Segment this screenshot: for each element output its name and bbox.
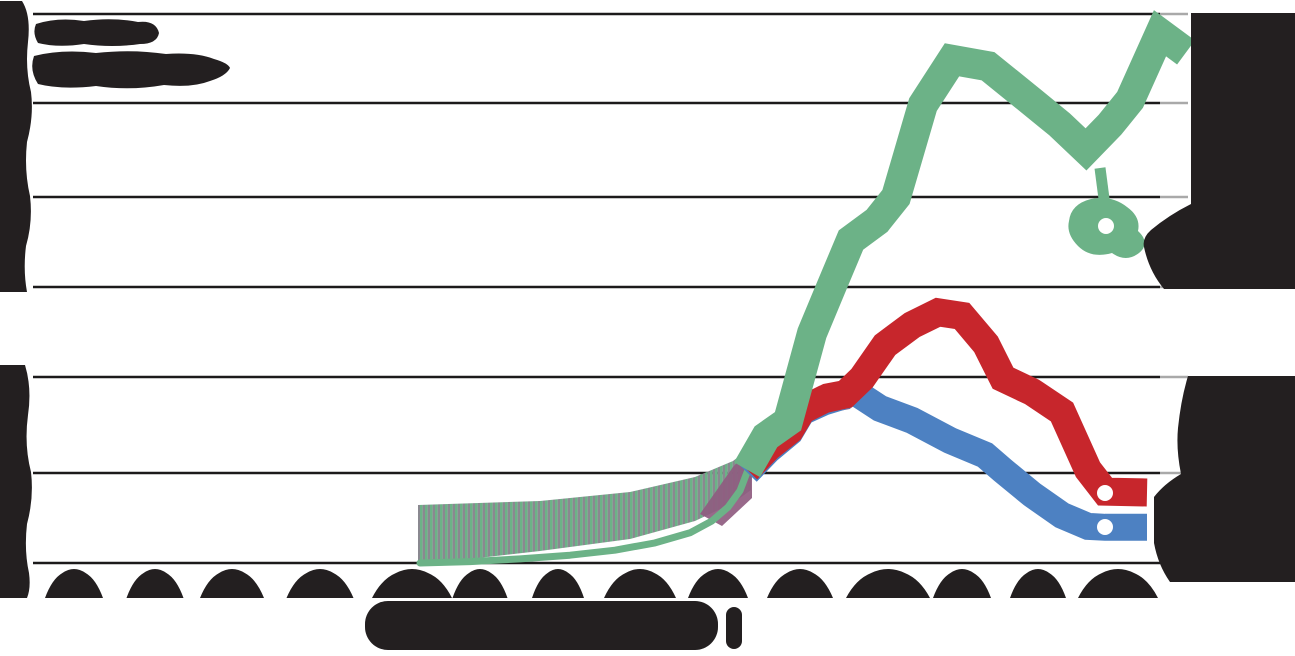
end-dot-green (1098, 218, 1114, 234)
x-axis-title-suffix-blob (726, 607, 742, 649)
x-tick-label-blob-9 (767, 569, 833, 598)
series-label-green-blob (1143, 13, 1295, 289)
red-blue-overlap-wedge (700, 446, 752, 526)
noisy-overlap-band (418, 447, 751, 565)
x-tick-label-blob-5 (452, 569, 508, 598)
x-tick-label-blob-2 (200, 569, 264, 598)
x-tick-label-blob-3 (286, 569, 354, 598)
x-tick-label-blob-11 (933, 569, 991, 598)
x-tick-label-blob-4 (372, 569, 452, 598)
x-tick-label-blob-1 (126, 569, 184, 598)
green-series-early-curve (416, 466, 752, 567)
x-tick-label-blob-13 (1078, 569, 1158, 598)
series-label-red-blue-blob (1154, 376, 1295, 582)
end-dot-blue (1097, 519, 1113, 535)
x-axis-title-blob (365, 601, 718, 650)
chart-title-line1-blob (34, 19, 159, 46)
x-tick-label-blob-12 (1010, 569, 1066, 598)
x-tick-label-blob-10 (846, 569, 930, 598)
y-axis-labels-upper-blob (0, 1, 32, 292)
x-tick-label-blob-8 (688, 569, 748, 598)
x-tick-label-blob-0 (45, 569, 103, 598)
end-dot-red (1097, 485, 1113, 501)
chart-title-line2-blob (32, 51, 230, 89)
green-series-band (734, 10, 1195, 478)
y-axis-labels-lower-blob (0, 365, 32, 598)
x-tick-label-blob-6 (532, 569, 584, 598)
x-tick-label-blob-7 (604, 569, 676, 598)
